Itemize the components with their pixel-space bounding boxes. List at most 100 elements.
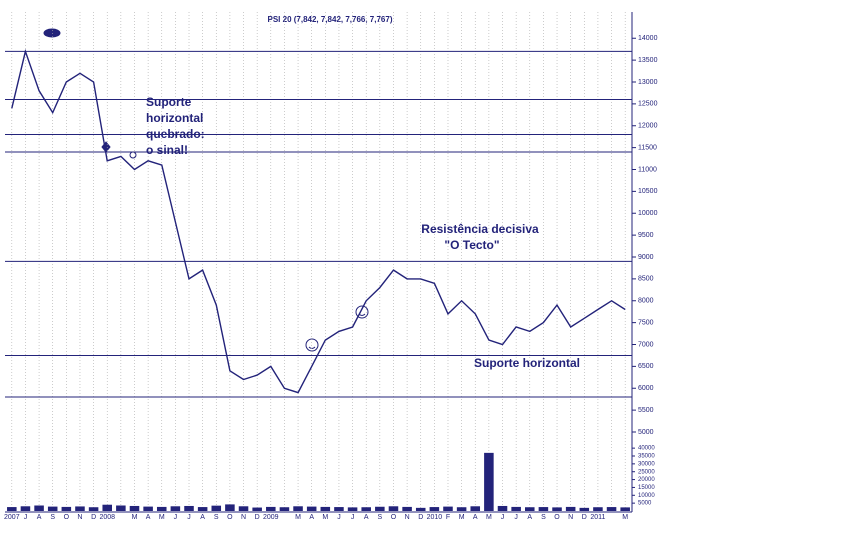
y-tick-label: 8500 — [638, 276, 654, 283]
volume-bar — [402, 506, 412, 511]
volume-bar — [456, 507, 467, 511]
x-tick-label: A — [146, 514, 151, 521]
volume-bar — [7, 507, 17, 511]
x-tick-label: J — [514, 514, 518, 521]
y-tick-label: 14000 — [638, 35, 658, 42]
volume-bar — [238, 506, 249, 511]
volume-bar — [252, 507, 262, 511]
volume-bar — [565, 506, 576, 511]
x-tick-label: A — [200, 514, 205, 521]
x-tick-label: O — [554, 514, 560, 521]
y-tick-label: 11000 — [638, 166, 657, 173]
volume-tick-label: 25000 — [638, 469, 655, 475]
volume-bar — [184, 505, 194, 511]
x-tick-label: O — [227, 514, 233, 521]
volume-bar — [279, 507, 290, 511]
annotation: quebrado: — [146, 127, 205, 141]
volume-bar — [470, 506, 481, 511]
x-tick-label: F — [446, 514, 450, 521]
y-tick-label: 6500 — [638, 363, 654, 370]
volume-bar — [34, 505, 44, 511]
volume-bar — [20, 506, 31, 511]
volume-bar — [347, 507, 358, 511]
x-tick-label: D — [582, 514, 587, 521]
volume-bar — [143, 506, 153, 511]
volume-bar — [156, 506, 167, 511]
x-tick-label: M — [486, 514, 492, 521]
x-tick-label: J — [337, 514, 341, 521]
volume-bar — [170, 506, 181, 511]
volume-bar — [129, 505, 140, 511]
x-tick-label: A — [527, 514, 532, 521]
y-tick-label: 12000 — [638, 123, 658, 130]
volume-bar — [293, 506, 303, 511]
x-tick-label: M — [132, 514, 138, 521]
volume-bar — [443, 506, 453, 511]
annotation: Resistência decisiva — [421, 222, 539, 236]
x-tick-label: S — [50, 514, 55, 521]
x-tick-label: D — [91, 514, 96, 521]
x-tick-label: M — [322, 514, 328, 521]
x-tick-label: J — [24, 514, 28, 521]
volume-bar — [197, 507, 208, 511]
volume-bar — [484, 452, 494, 511]
y-tick-label: 10500 — [638, 188, 658, 195]
volume-tick-label: 20000 — [638, 477, 655, 483]
y-tick-label: 9500 — [638, 232, 654, 239]
y-tick-label: 10000 — [638, 210, 658, 217]
annotation: horizontal — [146, 111, 203, 125]
volume-bar — [211, 505, 222, 511]
volume-tick-label: 5000 — [638, 501, 652, 507]
y-tick-label: 13000 — [638, 79, 658, 86]
y-tick-label: 6000 — [638, 385, 654, 392]
volume-bar — [61, 506, 72, 511]
volume-bar — [225, 504, 235, 511]
volume-tick-label: 35000 — [638, 454, 655, 460]
volume-tick-label: 30000 — [638, 461, 655, 467]
x-tick-label: O — [64, 514, 70, 521]
x-tick-label: N — [241, 514, 246, 521]
x-tick-label: S — [378, 514, 383, 521]
volume-bar — [361, 507, 371, 511]
annotation: "O Tecto" — [444, 238, 499, 252]
volume-bar — [497, 505, 508, 511]
x-tick-label: A — [364, 514, 369, 521]
volume-bar — [415, 507, 426, 511]
y-tick-label: 8000 — [638, 298, 654, 305]
volume-bar — [538, 507, 549, 511]
volume-bar — [429, 507, 440, 511]
x-tick-label: D — [255, 514, 260, 521]
y-tick-label: 7500 — [638, 319, 654, 326]
x-tick-label: S — [541, 514, 546, 521]
annotation: Suporte horizontal — [474, 356, 580, 370]
x-tick-label: M — [159, 514, 165, 521]
x-tick-label: 2007 — [4, 514, 20, 521]
volume-bar — [320, 506, 331, 511]
volume-bar — [102, 504, 112, 511]
y-tick-label: 12500 — [638, 101, 658, 108]
x-tick-label: J — [174, 514, 178, 521]
x-tick-label: 2008 — [99, 514, 115, 521]
volume-bar — [75, 506, 85, 511]
volume-bar — [266, 506, 276, 511]
volume-bar — [116, 505, 126, 511]
x-tick-label: O — [391, 514, 397, 521]
price-line — [11, 48, 626, 394]
x-tick-label: A — [473, 514, 478, 521]
volume-bar — [525, 507, 535, 511]
x-tick-label: 2010 — [427, 514, 443, 521]
volume-bar — [606, 507, 617, 511]
volume-bar — [306, 506, 317, 511]
volume-bar — [511, 506, 521, 511]
x-tick-label: J — [351, 514, 355, 521]
x-tick-label: J — [501, 514, 505, 521]
volume-bar — [579, 507, 590, 511]
volume-bar — [334, 507, 344, 511]
x-tick-label: 2011 — [590, 514, 605, 521]
y-tick-label: 5500 — [638, 407, 654, 414]
x-tick-label: A — [37, 514, 42, 521]
x-tick-label: M — [295, 514, 301, 521]
volume-bar — [88, 507, 99, 511]
x-tick-label: J — [187, 514, 191, 521]
